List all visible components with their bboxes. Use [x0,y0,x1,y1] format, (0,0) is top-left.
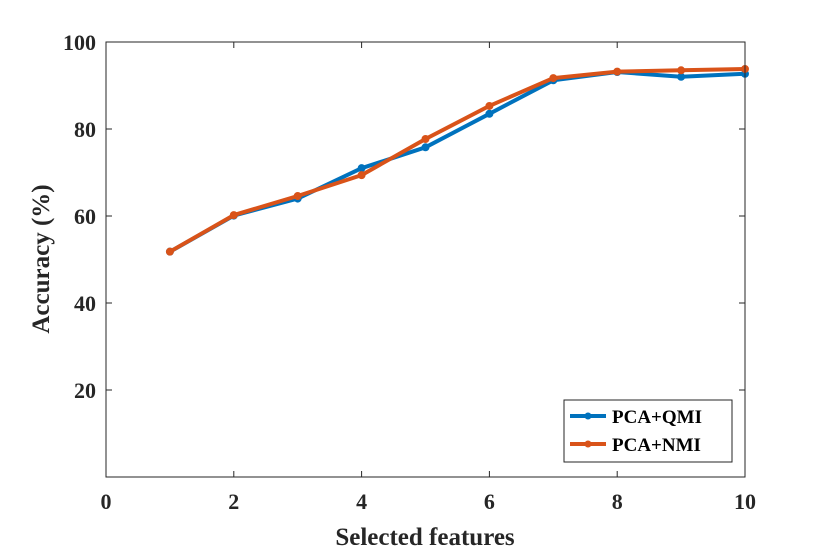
series-line-pca-qmi [168,70,746,254]
x-tick-label: 8 [612,489,623,514]
legend-box [563,399,733,463]
legend-label-pca-qmi: PCA+QMI [612,407,702,428]
series-line-pca-nmi [168,67,746,254]
plot-frame [105,41,746,478]
y-axis-label: Accuracy (%) [28,184,55,333]
point-pca-qmi-4 [357,164,366,173]
x-tick-label: 10 [734,489,756,514]
point-pca-nmi-2 [229,211,238,220]
legend-marker-pca-qmi [584,412,592,420]
point-pca-qmi-9 [677,72,686,81]
series-layer [165,64,749,256]
point-pca-nmi-9 [677,66,686,75]
y-tick-label: 100 [63,30,96,55]
point-pca-nmi-5 [421,135,430,144]
legend: PCA+QMI PCA+NMI [563,399,733,463]
point-pca-nmi-8 [613,67,622,76]
point-pca-qmi-6 [485,109,494,118]
point-pca-nmi-6 [485,101,494,110]
point-pca-nmi-1 [165,247,174,256]
y-tick-label: 20 [74,378,96,403]
ticks: 0 2 4 6 8 10 20 40 60 80 100 [63,30,756,514]
point-pca-qmi-5 [421,143,430,152]
point-pca-nmi-4 [357,171,366,180]
y-tick-label: 80 [74,117,96,142]
point-pca-nmi-3 [293,191,302,200]
point-pca-nmi-7 [549,74,558,83]
x-tick-label: 0 [101,489,112,514]
axes [105,41,746,478]
legend-marker-pca-nmi [584,440,592,448]
y-tick-label: 60 [74,204,96,229]
x-tick-label: 4 [356,489,367,514]
x-axis-label: Selected features [335,524,515,551]
y-tick-label: 40 [74,291,96,316]
legend-label-pca-nmi: PCA+NMI [612,435,701,456]
x-tick-label: 2 [228,489,239,514]
x-tick-label: 6 [484,489,495,514]
